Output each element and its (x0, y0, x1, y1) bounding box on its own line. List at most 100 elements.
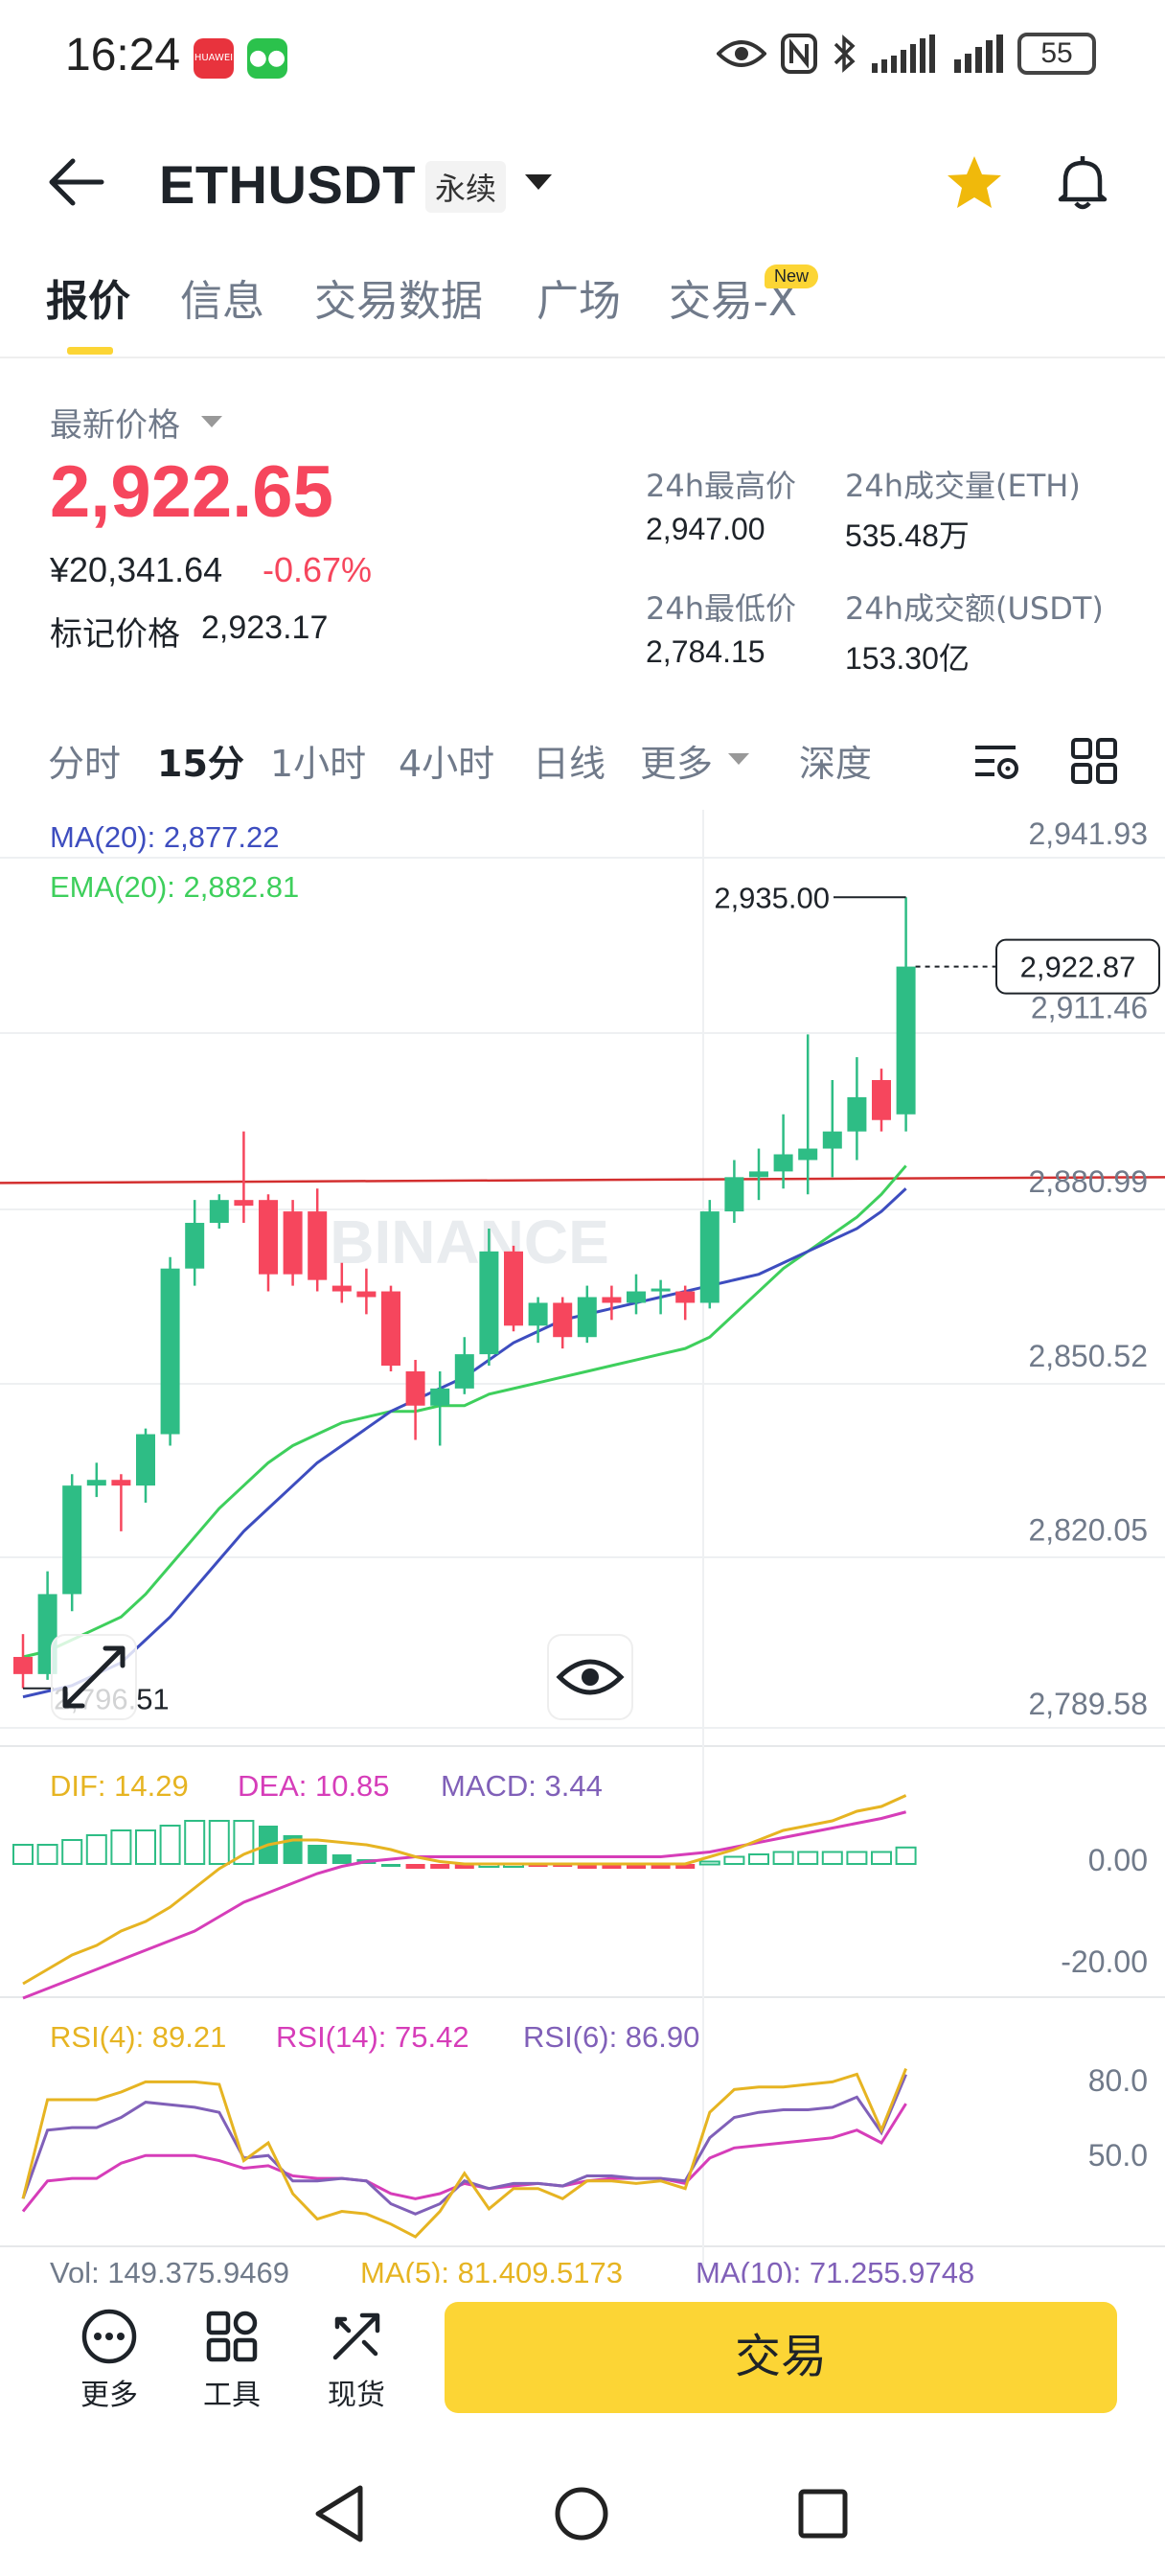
price-axis: 2,941.93 2,911.46 2,880.99 2,850.52 2,820.05… (1028, 816, 1148, 1721)
price-type-dropdown-icon[interactable] (201, 416, 222, 427)
macd-histogram-bar (405, 1864, 425, 1869)
macd-tick-label: 0.00 (1088, 1843, 1148, 1877)
candle-body (308, 1211, 328, 1280)
tab-quote[interactable]: 报价 (46, 277, 130, 326)
tab-bar: 报价 信息 交易数据 广场 交易-X (0, 259, 1165, 358)
nfc-icon (781, 34, 817, 74)
rsi-tick-label: 80.0 (1088, 2063, 1148, 2098)
pair-dropdown-icon[interactable] (525, 174, 552, 190)
tab-square[interactable]: 广场 (537, 277, 621, 326)
tab-trading-data[interactable]: 交易数据 (314, 277, 483, 326)
interval-1h[interactable]: 1小时 (270, 743, 367, 785)
nav-home-icon[interactable] (548, 2480, 615, 2547)
chart-grid (0, 810, 1165, 2281)
price-tick-label: 2,789.58 (1028, 1687, 1148, 1721)
candle-body (847, 1096, 867, 1132)
macd-histogram-bar (698, 1860, 720, 1866)
chart-settings-icon[interactable] (971, 736, 1021, 786)
depth-tab[interactable]: 深度 (799, 743, 873, 785)
price-tick-label: 2,941.93 (1028, 816, 1148, 851)
last-price-label[interactable]: 最新价格 (50, 406, 180, 445)
notification-bell-icon[interactable] (1052, 151, 1113, 213)
favorite-star-icon[interactable] (945, 153, 1004, 213)
interval-more[interactable]: 更多 (640, 743, 714, 785)
current-price-label: 2,922.87 (1020, 951, 1136, 984)
rsi6-label: RSI(6): 86.90 (523, 2020, 700, 2054)
macd-label: MACD: 3.44 (441, 1769, 603, 1803)
candle-body (504, 1251, 523, 1326)
macd-histogram-bar (675, 1864, 696, 1869)
candle-body (234, 1200, 254, 1207)
candle-body (798, 1148, 818, 1161)
mark-price-label: 标记价格 (50, 615, 180, 654)
volume-label: Vol: 149,375.9469 (50, 2256, 289, 2283)
interval-timeline[interactable]: 分时 (48, 743, 122, 785)
bottom-action-bar: 更多 工具 现货 交易 (0, 2283, 1165, 2423)
eye-toggle-icon[interactable] (546, 1633, 634, 1721)
volume-ma5-label: MA(5): 81,409.5173 (360, 2256, 624, 2283)
mark-price-value: 2,923.17 (201, 610, 329, 646)
dif-line (22, 1794, 907, 1986)
macd-histogram-bar (184, 1820, 206, 1865)
binance-watermark: BINANCE (330, 1208, 609, 1276)
fullscreen-expand-icon[interactable] (50, 1633, 138, 1721)
price-alert-line (0, 1176, 1165, 1184)
last-price: 2,922.65 (50, 451, 333, 533)
macd-histogram-bar (846, 1851, 868, 1865)
system-nav-bar (0, 2453, 1165, 2576)
wechat-app-icon: ●● (247, 38, 287, 79)
interval-15m[interactable]: 15分 (157, 743, 244, 785)
trade-button[interactable]: 交易 (445, 2302, 1117, 2413)
low-24h-label: 24h最低价 (646, 590, 797, 627)
pair-title[interactable]: ETHUSDT (159, 154, 416, 215)
back-arrow-icon[interactable] (48, 155, 105, 209)
macd-panel: 0.00 -20.00 (12, 1794, 1148, 2000)
macd-histogram-bar (454, 1864, 474, 1869)
status-indicators: 55 (717, 33, 1096, 75)
macd-histogram-bar (577, 1864, 597, 1869)
interval-1d[interactable]: 日线 (533, 743, 606, 785)
nav-recents-icon[interactable] (789, 2480, 857, 2547)
high-marker-label: 2,935.00 (714, 881, 830, 914)
grid-layout-icon[interactable] (1069, 736, 1119, 786)
new-badge: New (765, 264, 819, 288)
candle-body (136, 1434, 155, 1486)
volume-eth-value: 535.48万 (845, 518, 970, 553)
rsi-tick-label: 50.0 (1088, 2138, 1148, 2173)
cny-price: ¥20,341.64 (50, 550, 223, 589)
macd-histogram-bar (797, 1851, 819, 1865)
macd-histogram-bar (871, 1851, 892, 1865)
macd-histogram-bar (627, 1864, 646, 1869)
header: ETHUSDT 永续 (0, 134, 1165, 230)
candle-body (773, 1154, 793, 1172)
tab-info[interactable]: 信息 (180, 277, 264, 326)
candle-body (111, 1480, 131, 1486)
more-dropdown-icon[interactable] (728, 753, 749, 765)
eye-comfort-icon (717, 40, 766, 67)
rsi4-label: RSI(4): 89.21 (50, 2020, 227, 2054)
macd-histogram-bar (602, 1864, 622, 1869)
candle-body (479, 1251, 499, 1355)
macd-histogram-bar (723, 1855, 745, 1865)
candle-body (872, 1080, 891, 1120)
spot-button[interactable]: 现货 (308, 2308, 404, 2413)
ema20-label: EMA(20): 2,882.81 (50, 870, 300, 904)
dea-line (22, 1810, 906, 2000)
interval-bar: 分时 15分 1小时 4小时 日线 更多 深度 (0, 726, 1165, 794)
dif-label: DIF: 14.29 (50, 1769, 189, 1803)
more-button[interactable]: 更多 (61, 2308, 157, 2413)
candle-body (13, 1656, 33, 1674)
spot-swap-icon (332, 2312, 380, 2360)
candle-body (651, 1288, 671, 1292)
macd-histogram-bar (308, 1845, 328, 1864)
candle-body (160, 1268, 180, 1435)
price-tick-label: 2,820.05 (1028, 1512, 1148, 1547)
macd-histogram-bar (159, 1825, 181, 1865)
active-tab-indicator (67, 347, 113, 355)
interval-4h[interactable]: 4小时 (399, 743, 495, 785)
kline-chart[interactable]: BINANCE 2,941.93 2,911.46 2,880.99 2,850.52… (0, 805, 1165, 2281)
nav-back-icon[interactable] (307, 2480, 374, 2547)
macd-histogram-bar (36, 1844, 58, 1865)
change-percent: -0.67% (263, 550, 373, 589)
tools-button[interactable]: 工具 (184, 2308, 280, 2413)
